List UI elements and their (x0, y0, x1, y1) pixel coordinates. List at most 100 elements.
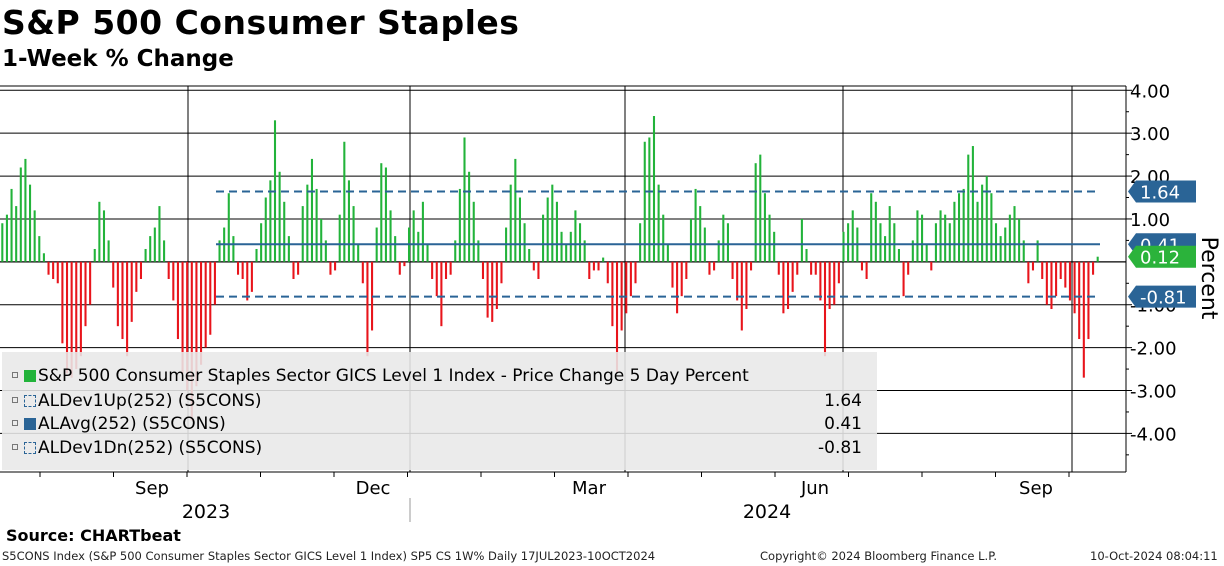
bar (994, 223, 998, 262)
bar (874, 201, 877, 262)
bar (1092, 261, 1095, 275)
bar (190, 261, 193, 421)
legend-swatch (24, 418, 36, 430)
bar (542, 214, 545, 262)
bar (361, 261, 364, 284)
bar (1041, 261, 1044, 279)
x-year-label: 2024 (743, 501, 791, 523)
bar (791, 261, 794, 292)
x-month-label: Jun (800, 478, 829, 499)
bar (879, 223, 882, 262)
bar (837, 261, 840, 284)
bar (666, 244, 669, 262)
bar (532, 261, 535, 271)
bar (421, 201, 424, 262)
bar (264, 197, 267, 262)
legend-toggle-icon[interactable] (12, 420, 18, 426)
bar (84, 261, 87, 327)
bar (458, 188, 461, 262)
bar (472, 201, 475, 262)
bar (509, 184, 512, 262)
y-tick-label: -3.00 (1130, 382, 1177, 403)
bar (828, 261, 831, 310)
bar (186, 261, 189, 391)
bar (52, 261, 55, 279)
bar (24, 158, 27, 262)
bar (426, 244, 429, 262)
bar (232, 236, 235, 262)
bar (29, 184, 32, 262)
bar (643, 141, 646, 262)
value-tag: -0.81 (1128, 285, 1196, 309)
bar (107, 240, 110, 262)
bar (287, 236, 290, 262)
bar (468, 171, 471, 262)
chart-subtitle: 1-Week % Change (2, 46, 234, 72)
bar (218, 240, 221, 262)
bar (786, 261, 790, 310)
legend-toggle-icon[interactable] (12, 397, 18, 403)
bar (172, 261, 175, 301)
bar (842, 231, 845, 262)
bar (754, 163, 757, 262)
footer-ticker: S5CONS Index (S&P 500 Consumer Staples S… (2, 549, 656, 563)
bar (773, 231, 776, 262)
bar (403, 261, 406, 267)
bar (283, 201, 286, 262)
bar (260, 223, 263, 262)
bar (213, 261, 216, 305)
bar (555, 201, 558, 262)
bar (870, 193, 873, 262)
legend-toggle-icon[interactable] (12, 372, 18, 378)
bar (324, 240, 327, 262)
legend-value: -0.81 (818, 438, 862, 458)
x-month-label: Sep (1019, 478, 1053, 499)
bar (537, 261, 540, 279)
bar (745, 261, 748, 310)
bar (47, 261, 50, 275)
bar (662, 214, 665, 262)
bar (528, 248, 531, 262)
bar (329, 261, 332, 275)
bar (592, 261, 595, 271)
value-tag-shape (1128, 285, 1196, 308)
axes: 4.003.002.001.00-1.00-2.00-3.00-4.00Perc… (0, 81, 1221, 523)
bar (1096, 256, 1099, 262)
bar (823, 261, 827, 357)
bar (694, 188, 697, 262)
bar (1059, 261, 1062, 279)
bar (916, 210, 919, 262)
bar (847, 223, 850, 262)
bar (782, 261, 785, 314)
bar (463, 137, 466, 262)
legend-swatch (24, 370, 36, 382)
bar (89, 261, 92, 305)
bar (588, 261, 591, 279)
bar (121, 261, 124, 340)
bar (768, 214, 771, 262)
bar (10, 188, 13, 262)
bar (61, 261, 64, 344)
bar (149, 236, 152, 262)
value-tag: 1.64 (1128, 180, 1196, 204)
bar (602, 257, 605, 262)
bar (717, 240, 720, 262)
bar (227, 193, 230, 262)
bar (310, 158, 314, 262)
bar (38, 236, 41, 262)
bar (301, 206, 304, 262)
value-tag-text: -0.81 (1140, 288, 1187, 309)
legend-toggle-icon[interactable] (12, 444, 18, 450)
bar (907, 261, 910, 275)
bar (398, 261, 401, 275)
bar (320, 218, 323, 262)
bar (514, 158, 517, 262)
bar (255, 248, 258, 262)
bar (699, 206, 702, 262)
bar (394, 236, 397, 262)
bar (176, 261, 179, 340)
bar (546, 197, 549, 262)
bar (200, 261, 203, 365)
footer-copyright: Copyright© 2024 Bloomberg Finance L.P. (760, 549, 997, 563)
bar (1018, 218, 1021, 262)
